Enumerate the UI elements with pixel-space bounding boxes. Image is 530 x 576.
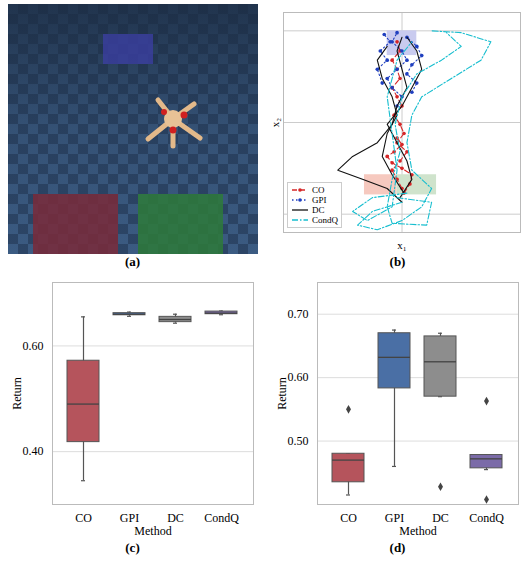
svg-text:x₁: x₁ (397, 239, 407, 251)
html-text:GPI: GPI (312, 195, 327, 205)
svg-text:GPI: GPI (384, 511, 405, 525)
svg-text:Method: Method (399, 524, 436, 538)
svg-text:x₂: x₂ (269, 118, 281, 128)
svg-text:Method: Method (134, 524, 171, 538)
svg-text:GPI: GPI (119, 511, 140, 525)
svg-text:0.50: 0.50 (288, 434, 309, 448)
svg-text:0.70: 0.70 (288, 307, 309, 321)
svg-text:CO: CO (75, 511, 92, 525)
svg-text:0.60: 0.60 (23, 339, 44, 353)
svg-text:DC: DC (432, 511, 449, 525)
html-text:(a): (a) (124, 254, 141, 269)
html-text:(c): (c) (125, 540, 140, 555)
html-text:CO: CO (312, 185, 325, 195)
svg-text:Return: Return (275, 377, 289, 410)
svg-text:CondQ: CondQ (469, 511, 504, 525)
svg-text:DC: DC (167, 511, 184, 525)
svg-text:CO: CO (340, 511, 357, 525)
html-text:(d): (d) (389, 540, 406, 555)
svg-text:0.60: 0.60 (288, 370, 309, 384)
svg-text:0.40: 0.40 (23, 444, 44, 458)
html-text:DC: DC (312, 205, 325, 215)
svg-text:CondQ: CondQ (204, 511, 239, 525)
svg-text:Return: Return (10, 377, 24, 410)
html-text:(b): (b) (389, 254, 406, 269)
html-text:CondQ: CondQ (312, 215, 338, 225)
